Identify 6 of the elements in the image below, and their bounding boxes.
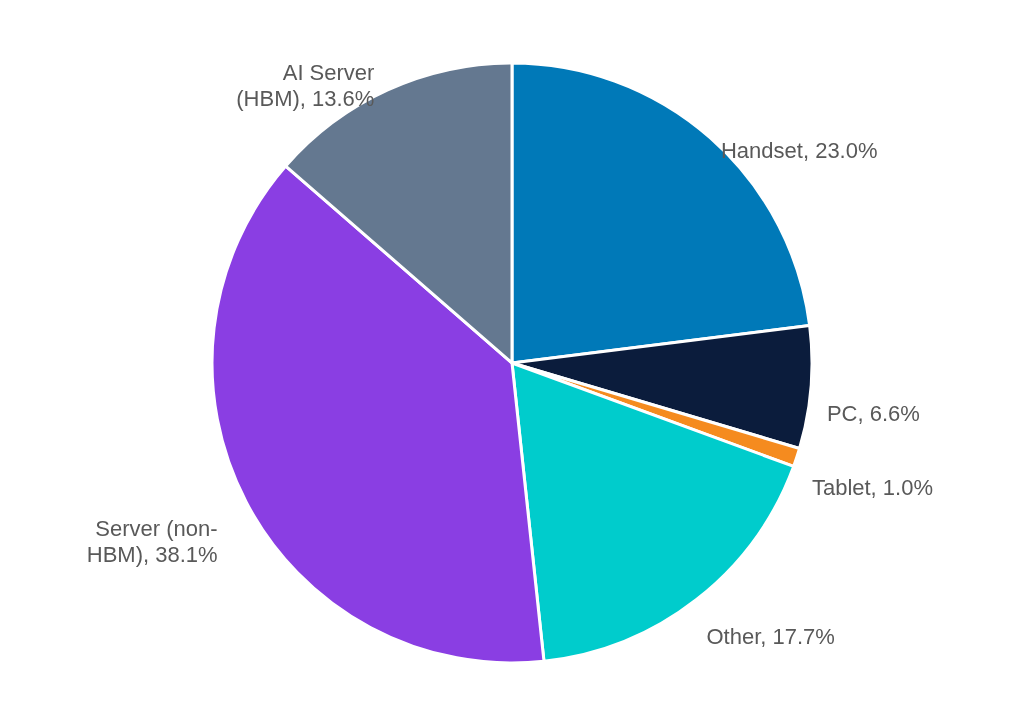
slice-label: Tablet, 1.0%: [811, 474, 933, 500]
slice-label: PC, 6.6%: [826, 400, 920, 426]
slice-label: Server (non-HBM), 38.1%: [86, 515, 218, 567]
slice-label: Other, 17.7%: [706, 624, 835, 650]
slice-label: AI Server (HBM), 13.6%: [236, 59, 375, 111]
slice-label: Handset, 23.0%: [720, 137, 878, 163]
